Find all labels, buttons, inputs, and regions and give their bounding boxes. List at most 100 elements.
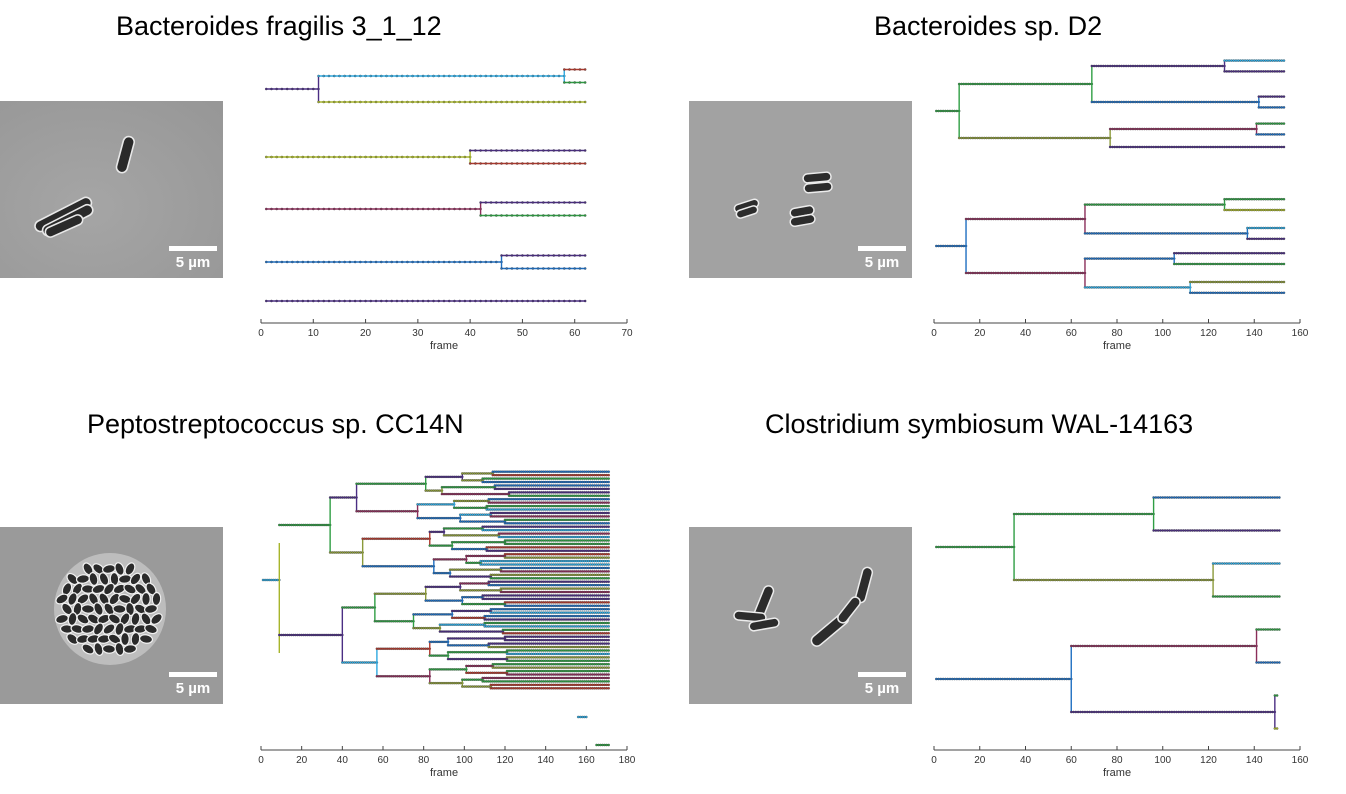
frame-marker: [542, 201, 545, 204]
frame-marker: [583, 201, 587, 204]
frame-marker: [578, 214, 582, 217]
frame-marker: [557, 201, 561, 204]
frame-marker: [479, 260, 482, 264]
frame-marker: [521, 267, 524, 270]
frame-marker: [359, 155, 362, 159]
frame-marker: [395, 100, 399, 104]
frame-marker: [542, 100, 545, 104]
frame-marker: [479, 100, 482, 104]
frame-marker: [453, 260, 456, 264]
frame-marker: [515, 214, 519, 217]
frame-marker: [563, 81, 566, 84]
scale-bar-bfrag: 5 µm: [169, 246, 217, 270]
x-axis-label: frame: [430, 340, 458, 352]
frame-marker: [312, 260, 315, 264]
frame-marker: [568, 81, 571, 84]
frame-marker: [563, 201, 566, 204]
frame-marker: [416, 155, 420, 159]
frame-marker: [285, 260, 289, 264]
frame-marker: [421, 260, 425, 264]
frame-marker: [332, 207, 336, 211]
frame-marker: [458, 74, 461, 78]
frame-marker: [312, 155, 315, 159]
frame-marker: [484, 201, 488, 204]
frame-marker: [364, 100, 367, 104]
frame-marker: [353, 155, 357, 159]
frame-marker: [296, 207, 299, 211]
frame-marker: [374, 100, 378, 104]
frame-marker: [505, 267, 508, 270]
frame-marker: [526, 162, 529, 165]
frame-marker: [521, 149, 524, 152]
frame-marker: [489, 100, 493, 104]
frame-marker: [432, 100, 435, 104]
frame-marker: [359, 207, 362, 211]
frame-marker: [390, 74, 393, 78]
frame-marker: [526, 201, 529, 204]
frame-marker: [468, 207, 472, 211]
frame-marker: [322, 155, 325, 159]
frame-marker: [531, 74, 535, 78]
frame-marker: [583, 81, 587, 84]
frame-marker: [526, 100, 529, 104]
frame-marker: [468, 100, 472, 104]
frame-marker: [285, 207, 289, 211]
frame-marker: [280, 207, 284, 211]
frame-markers: [500, 267, 587, 270]
frame-marker: [505, 214, 508, 217]
frame-marker: [374, 74, 378, 78]
frame-marker: [442, 155, 446, 159]
frame-marker: [552, 74, 556, 78]
frame-marker: [374, 155, 378, 159]
frame-marker: [547, 74, 550, 78]
frame-marker: [510, 254, 514, 257]
frame-marker: [479, 149, 482, 152]
frame-marker: [531, 201, 535, 204]
frame-marker: [536, 214, 540, 217]
frame-marker: [484, 74, 488, 78]
frame-marker: [468, 74, 472, 78]
scale-bar-label: 5 µm: [175, 254, 211, 271]
frame-marker: [395, 155, 399, 159]
frame-marker: [275, 260, 278, 264]
frame-marker: [301, 155, 305, 159]
frame-marker: [489, 162, 493, 165]
frame-marker: [552, 100, 556, 104]
frame-marker: [495, 214, 498, 217]
frame-markers: [479, 214, 587, 217]
frame-marker: [447, 74, 451, 78]
frame-marker: [458, 207, 461, 211]
frame-marker: [306, 155, 310, 159]
frame-marker: [583, 162, 587, 165]
frame-markers: [264, 260, 503, 264]
x-tick-label: 50: [517, 328, 529, 339]
frame-marker: [264, 260, 268, 264]
frame-marker: [332, 155, 336, 159]
frame-marker: [280, 155, 284, 159]
frame-marker: [526, 149, 529, 152]
frame-marker: [385, 207, 388, 211]
frame-marker: [521, 100, 524, 104]
frame-marker: [468, 162, 472, 165]
frame-marker: [343, 100, 346, 104]
frame-marker: [348, 74, 352, 78]
frame-markers: [264, 207, 482, 211]
frame-marker: [536, 201, 540, 204]
frame-marker: [521, 201, 524, 204]
frame-marker: [568, 149, 571, 152]
frame-marker: [531, 100, 535, 104]
frame-marker: [563, 162, 566, 165]
frame-marker: [411, 100, 414, 104]
frame-marker: [385, 74, 388, 78]
frame-marker: [458, 100, 461, 104]
frame-marker: [343, 155, 346, 159]
frame-marker: [552, 201, 556, 204]
frame-marker: [374, 207, 378, 211]
frame-marker: [442, 100, 446, 104]
frame-marker: [495, 149, 498, 152]
frame-marker: [510, 100, 514, 104]
frame-marker: [557, 100, 561, 104]
frame-marker: [495, 74, 498, 78]
frame-marker: [453, 100, 456, 104]
frame-marker: [505, 149, 508, 152]
